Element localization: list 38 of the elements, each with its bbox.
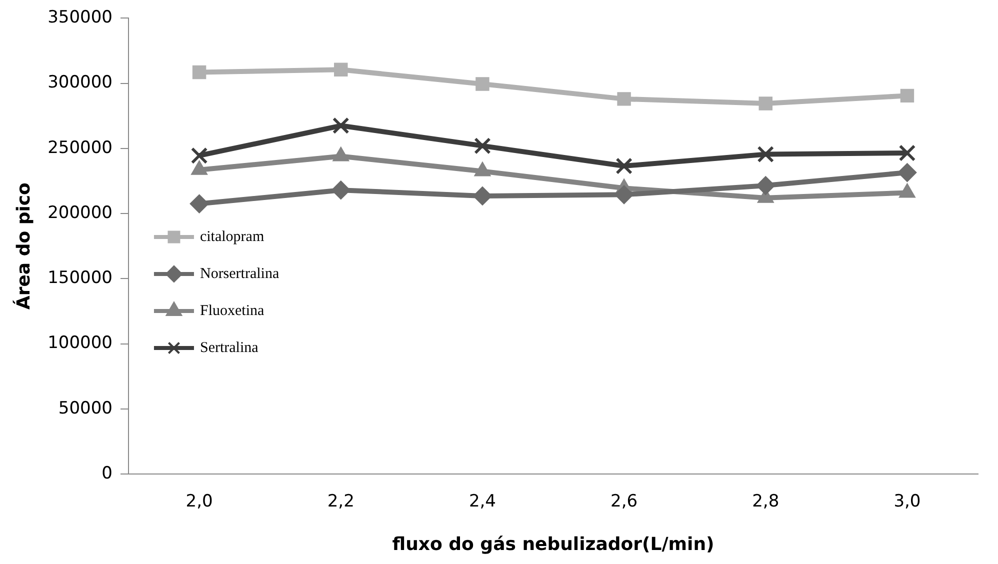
point <box>334 62 348 77</box>
point <box>617 92 631 106</box>
legend-label: Fluoxetina <box>200 302 264 319</box>
point <box>190 194 209 214</box>
y-tick-label: 250000 <box>48 138 112 158</box>
point <box>331 180 350 200</box>
y-tick-label: 350000 <box>48 8 112 28</box>
legend-label: citalopram <box>200 228 264 245</box>
point <box>191 148 208 164</box>
y-tick-label: 200000 <box>48 202 112 223</box>
point <box>614 185 634 204</box>
y-tick-label: 0 <box>102 463 112 484</box>
point <box>900 88 914 103</box>
legend-label: Norsertralina <box>200 266 280 282</box>
point <box>476 77 490 91</box>
point <box>472 186 492 206</box>
x-tick-label: 2,2 <box>327 492 354 512</box>
point <box>756 176 776 196</box>
point <box>332 118 349 134</box>
point <box>616 158 632 174</box>
y-axis-title: Área do pico <box>12 182 34 310</box>
y-tick-label: 300000 <box>48 72 112 93</box>
point <box>899 144 916 161</box>
x-tick-label: 3,0 <box>894 492 921 512</box>
legend-label: Sertralina <box>200 340 259 356</box>
y-tick-label: 100000 <box>48 333 112 354</box>
x-tick-label: 2,0 <box>186 492 213 512</box>
point <box>898 163 917 182</box>
x-tick-label: 2,6 <box>610 492 638 512</box>
x-axis-title: fluxo do gás nebulizador(L/min) <box>392 534 714 555</box>
x-tick-label: 2,8 <box>752 492 780 512</box>
point <box>758 96 772 110</box>
point <box>192 65 206 80</box>
y-tick-label: 150000 <box>48 268 112 288</box>
x-tick-label: 2,4 <box>468 492 496 512</box>
y-tick-label: 50000 <box>58 398 112 418</box>
point <box>474 138 490 154</box>
point <box>758 146 774 162</box>
